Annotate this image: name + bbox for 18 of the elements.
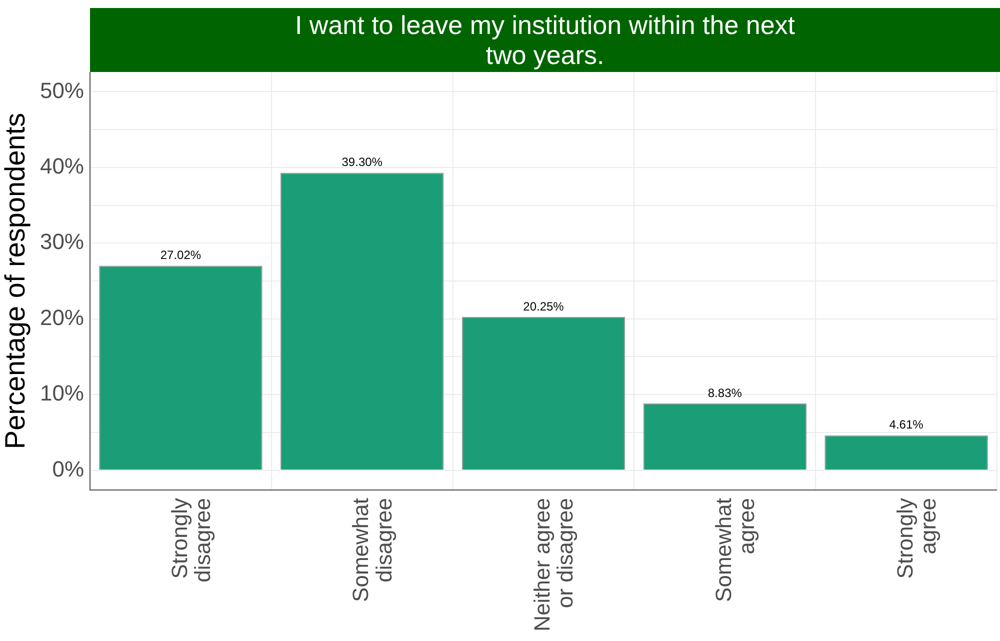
y-tick-label: 40% bbox=[40, 153, 84, 178]
data-label: 4.61% bbox=[889, 418, 924, 432]
data-label: 20.25% bbox=[523, 299, 564, 314]
chart-title: I want to leave my institution within the next two years. bbox=[294, 10, 796, 70]
x-tick-label: Strongly agree bbox=[892, 498, 940, 579]
data-label: 27.02% bbox=[160, 248, 202, 262]
x-tick-label: Somewhat agree bbox=[710, 498, 760, 602]
y-tick-label: 30% bbox=[40, 229, 84, 254]
data-label: 39.30% bbox=[342, 155, 383, 170]
x-tick-label: Somewhat disagree bbox=[348, 498, 396, 602]
y-tick-label: 0% bbox=[52, 456, 84, 482]
y-tick-label: 10% bbox=[40, 380, 84, 406]
x-tick-label: Strongly disagree bbox=[166, 498, 215, 582]
y-axis-title: Percentage of respondents bbox=[0, 112, 31, 450]
data-label: 8.83% bbox=[708, 386, 742, 400]
x-tick-label: Neither agree or disagree bbox=[530, 498, 578, 632]
y-tick-label: 50% bbox=[40, 78, 84, 103]
y-tick-label: 20% bbox=[40, 304, 84, 330]
